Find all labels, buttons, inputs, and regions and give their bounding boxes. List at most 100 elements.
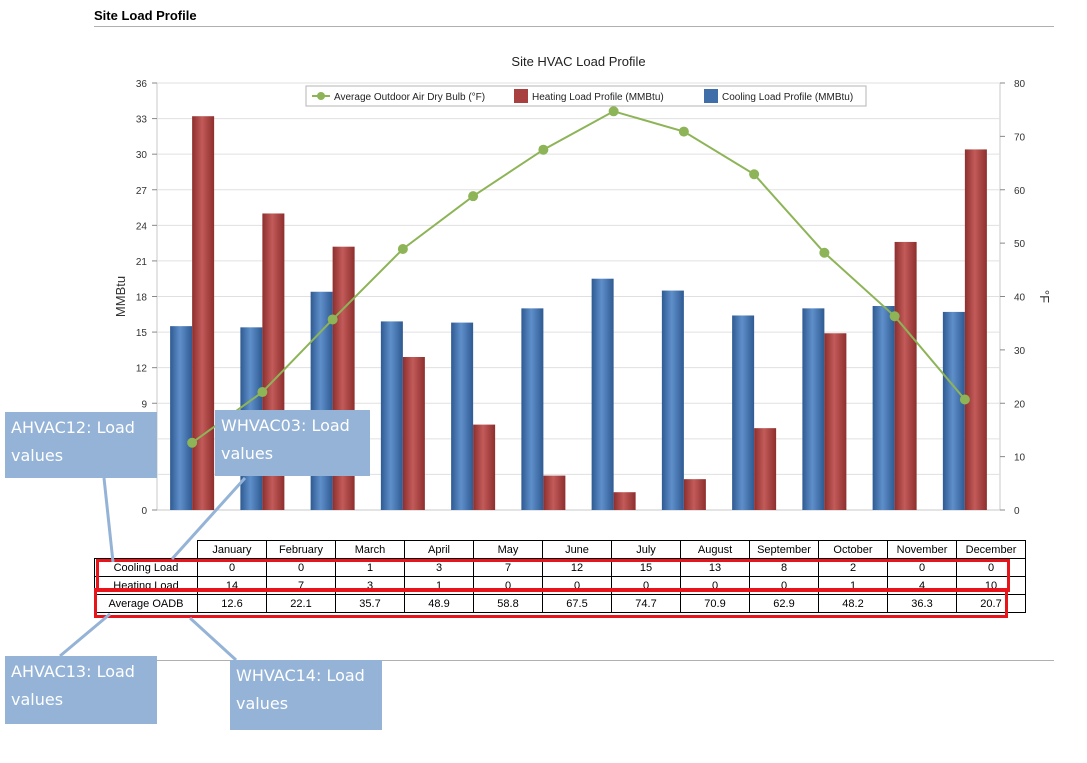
section-title: Site Load Profile	[94, 8, 197, 23]
ahvac13-callout: AHVAC13: Load values	[5, 656, 157, 724]
right-axis-tick-label: 80	[1014, 79, 1026, 90]
ahvac12-callout: AHVAC12: Load values	[5, 412, 157, 478]
table-row: Average OADB 12.6 22.1 35.7 48.9 58.8 67.5 74.7…	[94, 594, 1026, 613]
table-cell: 62.9	[749, 594, 819, 613]
whvac14-callout: WHVAC14: Load values	[230, 660, 382, 730]
heating-bar-april	[402, 356, 425, 510]
cooling-bar-march	[310, 291, 333, 510]
right-axis-tick-label: 60	[1014, 186, 1026, 197]
bottom-divider	[94, 660, 1054, 661]
cooling-bar-july	[591, 278, 614, 510]
cooling-bar-may	[451, 322, 474, 510]
table-cell: 70.9	[680, 594, 750, 613]
legend-box	[305, 85, 867, 107]
ahvac13-connector	[59, 612, 111, 658]
table-header-cell: July	[611, 540, 681, 559]
heating-bar-october	[824, 333, 847, 510]
table-header-cell: April	[404, 540, 474, 559]
legend-label-cooling: Cooling Load Profile (MMBtu)	[722, 92, 853, 103]
heating-bar-november	[894, 241, 917, 510]
right-axis-label: °F	[1037, 290, 1052, 303]
legend-label-oadb: Average Outdoor Air Dry Bulb (°F)	[334, 92, 485, 103]
oadb-line	[191, 110, 966, 444]
table-corner-cell	[95, 541, 198, 559]
oadb-point-november	[889, 311, 900, 322]
table-cell: 58.8	[473, 594, 543, 613]
cooling-bar-april	[380, 321, 403, 510]
table-header-cell: November	[887, 540, 957, 559]
right-axis-tick-label: 0	[1014, 506, 1020, 517]
oadb-point-june	[538, 144, 549, 155]
legend-swatch-cooling	[704, 89, 718, 103]
heating-bar-december	[964, 149, 987, 510]
left-axis-tick-label: 18	[136, 293, 148, 304]
right-axis-tick-label: 40	[1014, 293, 1026, 304]
cooling-bar-october	[802, 308, 825, 510]
right-axis-tick-label: 30	[1014, 346, 1026, 357]
title-divider	[94, 26, 1054, 27]
chart-legend: Average Outdoor Air Dry Bulb (°F) Heating…	[305, 85, 867, 107]
table-header-cell: June	[542, 540, 612, 559]
left-axis-tick-label: 33	[136, 115, 148, 126]
left-axis-tick-label: 12	[136, 364, 148, 375]
right-axis-tick-label: 20	[1014, 399, 1026, 410]
table-cell: 67.5	[542, 594, 612, 613]
hvac-load-chart: Site HVAC Load Profile 0 9 12 15 18 21 24 27 30 33…	[113, 54, 1052, 517]
table-header-cell: May	[473, 540, 543, 559]
left-axis-tick-label: 0	[141, 506, 147, 517]
left-axis-tick-label: 21	[136, 257, 148, 268]
right-axis-tick-label: 10	[1014, 453, 1026, 464]
table-header-cell: August	[680, 540, 750, 559]
whvac14-connector	[188, 616, 238, 662]
cooling-bar-november	[872, 305, 895, 510]
table-header-cell: September	[749, 540, 819, 559]
left-axis-tick-label: 36	[136, 79, 148, 90]
table-cell: 22.1	[266, 594, 336, 613]
table-header-cell: February	[266, 540, 336, 559]
table-header-row: January February March April May June July Augu…	[95, 540, 1026, 559]
whvac03-callout: WHVAC03: Load values	[215, 410, 370, 476]
cooling-bar-june	[521, 308, 544, 510]
cooling-bar-august	[661, 290, 684, 510]
left-axis-tick-label: 30	[136, 150, 148, 161]
oadb-point-march	[327, 314, 338, 325]
oadb-point-july	[608, 106, 619, 117]
table-header-cell: March	[335, 540, 405, 559]
legend-swatch-heating	[514, 89, 528, 103]
heating-bar-january	[192, 116, 215, 510]
table-cell: 48.9	[404, 594, 474, 613]
load-data-table: January February March April May June July Augu…	[94, 540, 1026, 613]
legend-label-heating: Heating Load Profile (MMBtu)	[532, 92, 664, 103]
heating-bar-june	[543, 475, 566, 510]
oadb-point-august	[678, 126, 689, 137]
heating-load-row-highlight	[94, 588, 1008, 618]
oadb-point-february	[257, 387, 268, 398]
oadb-point-april	[397, 243, 408, 254]
table-cell: 48.2	[818, 594, 888, 613]
left-axis-tick-label: 27	[136, 186, 148, 197]
left-axis-tick-label: 24	[136, 221, 148, 232]
right-axis-tick-label: 50	[1014, 239, 1026, 250]
table-cell: 74.7	[611, 594, 681, 613]
right-axis-tick-label: 70	[1014, 132, 1026, 143]
table-row-label: Average OADB	[94, 594, 198, 613]
chart-title: Site HVAC Load Profile	[511, 54, 645, 69]
legend-marker-oadb	[317, 92, 325, 100]
cooling-bar-december	[942, 311, 965, 510]
oadb-point-october	[819, 247, 830, 258]
left-axis-tick-label: 15	[136, 328, 148, 339]
oadb-point-may	[468, 191, 479, 202]
cooling-bar-january	[170, 326, 193, 510]
table-header-cell: October	[818, 540, 888, 559]
heating-bar-may	[473, 424, 496, 510]
left-axis-label: MMBtu	[113, 276, 128, 317]
table-header-cell: January	[197, 540, 267, 559]
oadb-point-december	[959, 394, 970, 405]
cooling-bar-september	[732, 315, 755, 510]
heating-bar-september	[754, 428, 777, 510]
oadb-point-january	[187, 437, 198, 448]
table-cell: 20.7	[956, 594, 1026, 613]
left-axis-tick-label: 9	[141, 399, 147, 410]
heating-bar-august	[683, 479, 706, 510]
table-header-cell: December	[956, 540, 1026, 559]
